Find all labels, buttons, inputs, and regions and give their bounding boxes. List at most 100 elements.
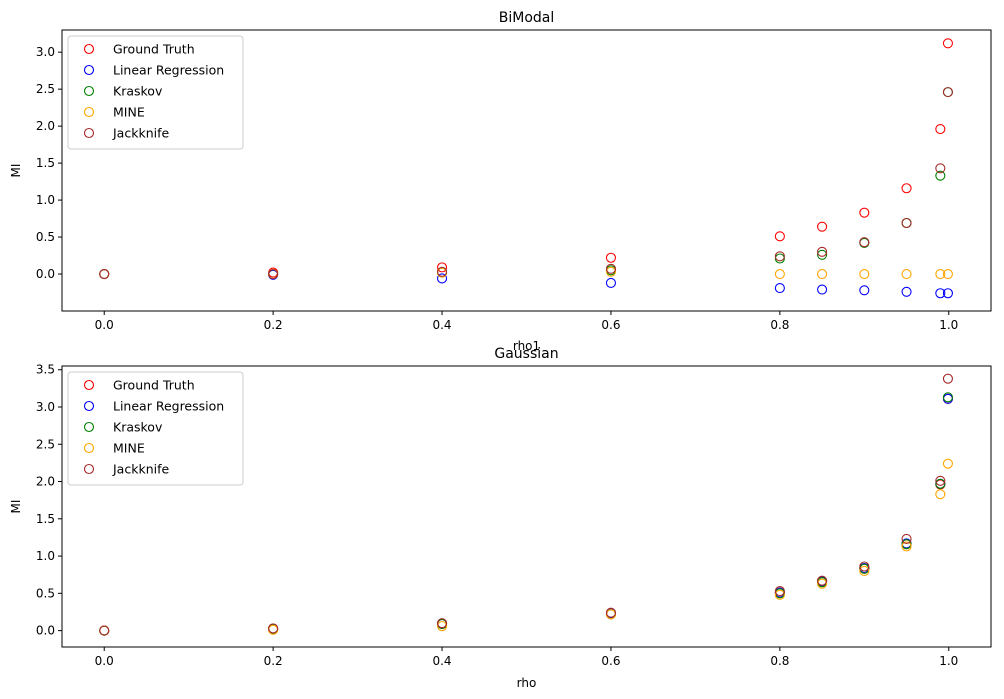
data-point bbox=[859, 565, 870, 577]
data-point bbox=[942, 392, 953, 403]
x-tick-label: 0.8 bbox=[770, 318, 789, 332]
plot-marks bbox=[99, 38, 953, 299]
data-point bbox=[268, 623, 279, 634]
x-tick-label: 0.0 bbox=[95, 318, 114, 332]
plot-frame bbox=[61, 365, 992, 648]
y-tick-label: 0.5 bbox=[36, 586, 55, 600]
legend-label: Ground Truth bbox=[113, 378, 195, 393]
chart-title: Gaussian bbox=[494, 346, 558, 362]
y-axis-label: MI bbox=[9, 500, 23, 514]
data-point bbox=[935, 163, 946, 174]
data-point bbox=[436, 273, 448, 284]
data-point bbox=[935, 268, 946, 280]
data-point bbox=[817, 578, 828, 589]
y-tick-label: 0.5 bbox=[36, 230, 55, 244]
legend-marker bbox=[83, 400, 95, 412]
plot-frame bbox=[61, 29, 992, 312]
data-point bbox=[99, 268, 110, 280]
series-jackknife bbox=[99, 87, 953, 280]
y-tick-label: 2.5 bbox=[36, 437, 55, 451]
x-ticks: 0.0 0.2 0.4 0.6 0.8 1.0 bbox=[95, 311, 958, 332]
data-point bbox=[901, 183, 912, 194]
data-point bbox=[935, 288, 946, 299]
legend: Ground Truth Linear Regression Kraskov MINE… bbox=[67, 371, 244, 486]
x-tick-label: 0.4 bbox=[432, 654, 451, 668]
x-ticks: 0.0 0.2 0.4 0.6 0.8 1.0 bbox=[95, 647, 958, 668]
y-ticks: 0.0 0.5 1.0 1.5 2.0 2.5 3.0 3.5 bbox=[36, 363, 62, 638]
y-axis-label: MI bbox=[9, 164, 23, 178]
series-mine bbox=[99, 266, 953, 280]
legend-label: Linear Regression bbox=[113, 399, 224, 414]
legend-marker bbox=[83, 64, 95, 76]
data-point bbox=[436, 621, 448, 632]
y-tick-label: 3.0 bbox=[36, 45, 55, 59]
y-tick-label: 1.0 bbox=[36, 549, 55, 563]
data-point bbox=[774, 589, 785, 600]
data-point bbox=[935, 475, 946, 486]
data-point bbox=[605, 263, 617, 274]
data-point bbox=[99, 625, 110, 636]
series-mine bbox=[99, 458, 953, 636]
legend-label: Kraskov bbox=[113, 420, 163, 435]
data-point bbox=[436, 266, 448, 277]
y-tick-label: 1.5 bbox=[36, 156, 55, 170]
data-point bbox=[817, 246, 828, 257]
y-tick-label: 2.5 bbox=[36, 82, 55, 96]
data-point bbox=[942, 38, 953, 49]
legend-label: MINE bbox=[113, 441, 145, 456]
x-tick-label: 0.4 bbox=[432, 318, 451, 332]
y-tick-label: 1.5 bbox=[36, 512, 55, 526]
legend-marker bbox=[83, 379, 95, 391]
y-tick-label: 1.0 bbox=[36, 193, 55, 207]
legend-marker bbox=[83, 43, 95, 55]
legend-marker bbox=[83, 85, 95, 97]
data-point bbox=[774, 586, 785, 597]
y-tick-label: 3.5 bbox=[36, 363, 55, 377]
data-point bbox=[817, 268, 828, 280]
data-point bbox=[859, 268, 870, 280]
x-tick-label: 0.0 bbox=[95, 654, 114, 668]
data-point bbox=[901, 533, 912, 544]
chart-title: BiModal bbox=[499, 10, 555, 26]
x-axis-label: rho1 bbox=[513, 339, 540, 353]
data-point bbox=[935, 170, 946, 181]
x-tick-label: 1.0 bbox=[939, 654, 958, 668]
x-tick-label: 0.8 bbox=[770, 654, 789, 668]
plot-marks bbox=[99, 373, 953, 636]
data-point bbox=[942, 373, 953, 384]
data-point bbox=[859, 207, 870, 218]
series-jackknife bbox=[99, 373, 953, 636]
panel-gaussian: Gaussian 0.0 0.2 0.4 0.6 0.8 1.0 0.0 0.5 1.0 1.5… bbox=[9, 346, 992, 690]
data-point bbox=[901, 286, 912, 297]
data-point bbox=[605, 277, 617, 288]
data-point bbox=[817, 221, 828, 232]
legend-marker bbox=[83, 421, 95, 433]
panel-bimodal: BiModal 0.0 0.2 0.4 0.6 0.8 1.0 0.0 0.5 1.0 1.5 2… bbox=[9, 10, 992, 353]
data-point bbox=[942, 87, 953, 98]
data-point bbox=[901, 217, 912, 229]
data-point bbox=[774, 283, 785, 294]
data-point bbox=[859, 561, 870, 572]
legend-box bbox=[67, 371, 244, 486]
data-point bbox=[901, 539, 912, 550]
data-point bbox=[605, 266, 617, 277]
y-tick-label: 0.0 bbox=[36, 624, 55, 638]
legend-label: Jackknife bbox=[112, 462, 169, 477]
data-point bbox=[774, 251, 785, 262]
data-point bbox=[817, 249, 828, 260]
legend-label: Linear Regression bbox=[113, 63, 224, 78]
data-point bbox=[935, 489, 946, 500]
legend-marker bbox=[83, 127, 95, 139]
data-point bbox=[859, 563, 870, 574]
data-point bbox=[774, 253, 785, 264]
data-point bbox=[774, 231, 785, 242]
data-point bbox=[436, 618, 448, 629]
data-point bbox=[817, 575, 828, 586]
y-tick-label: 2.0 bbox=[36, 475, 55, 489]
data-point bbox=[942, 458, 953, 469]
legend-label: Kraskov bbox=[113, 84, 163, 99]
data-point bbox=[268, 268, 279, 280]
data-point bbox=[436, 262, 448, 273]
legend-marker bbox=[83, 463, 95, 475]
